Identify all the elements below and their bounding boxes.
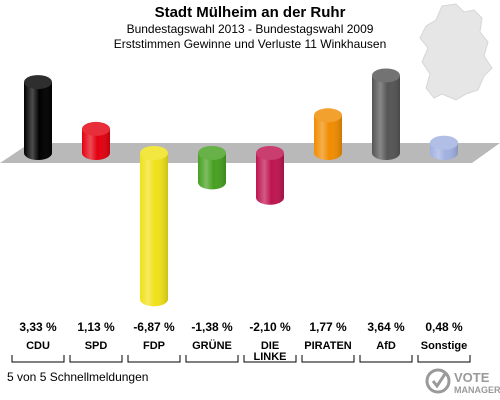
- bar-piraten: [314, 108, 342, 160]
- value-label: 1,77 %: [309, 320, 347, 334]
- germany-map-icon: [419, 3, 493, 101]
- category-label: GRÜNE: [192, 339, 232, 352]
- value-label: -2,10 %: [249, 320, 291, 334]
- bar-die-linke: [256, 146, 284, 205]
- category-bracket: [359, 355, 413, 363]
- header: Stadt Mülheim an der Ruhr Bundestagswahl…: [0, 4, 500, 52]
- chart-title: Stadt Mülheim an der Ruhr: [154, 4, 346, 21]
- bar-sonstige: [430, 135, 458, 160]
- logo-line1: VOTE: [454, 370, 490, 385]
- value-label: -1,38 %: [191, 320, 233, 334]
- category-label: PIRATEN: [304, 340, 352, 352]
- value-label: 3,64 %: [367, 320, 405, 334]
- chart-subtitle: Bundestagswahl 2013 - Bundestagswahl 200…: [126, 22, 374, 36]
- category-label: Sonstige: [421, 340, 467, 352]
- category-label: CDU: [26, 340, 50, 352]
- category-label: SPD: [85, 340, 108, 352]
- category-bracket: [417, 355, 471, 363]
- category-bracket: [127, 355, 181, 363]
- bar-afd: [372, 68, 400, 160]
- category-bracket: [301, 355, 355, 363]
- vote-manager-logo-icon: VOTE MANAGER: [425, 368, 500, 395]
- category-label: FDP: [143, 340, 165, 352]
- footer-text: 5 von 5 Schnellmeldungen: [7, 370, 149, 384]
- category-bracket: [185, 355, 239, 363]
- category-label: AfD: [376, 340, 396, 352]
- bar-fdp: [140, 146, 168, 307]
- bar-gr-ne: [198, 146, 226, 190]
- value-label: 1,13 %: [77, 320, 115, 334]
- bar-spd: [82, 121, 110, 160]
- logo-line2: MANAGER: [454, 385, 500, 395]
- category-bracket: [69, 355, 123, 363]
- category-label: LINKE: [254, 351, 287, 363]
- value-label: 3,33 %: [19, 320, 57, 334]
- bar-cdu: [24, 75, 52, 160]
- baseline-plane: [0, 143, 500, 163]
- value-label: 0,48 %: [425, 320, 463, 334]
- category-bracket: [11, 355, 65, 363]
- category-bracket: [243, 355, 297, 363]
- category-label: DIE: [261, 340, 279, 352]
- chart-subtitle-2: Erststimmen Gewinne und Verluste 11 Wink…: [113, 37, 387, 51]
- value-label: -6,87 %: [133, 320, 175, 334]
